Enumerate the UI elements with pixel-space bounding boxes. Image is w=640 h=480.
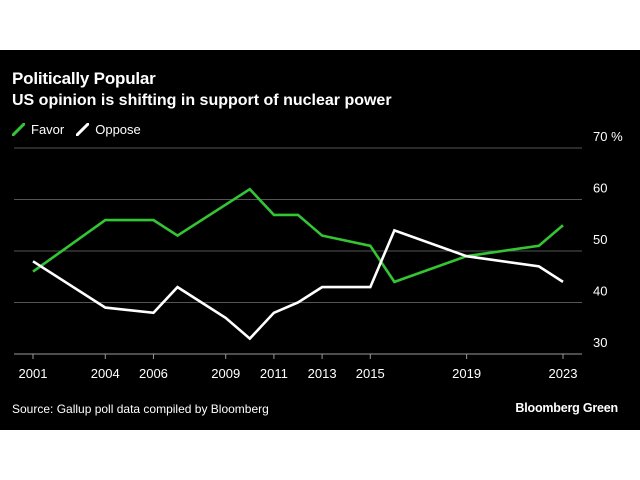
y-tick-label-30: 30 [593, 335, 607, 350]
chart-title: Politically Popular [12, 69, 156, 88]
x-tick-label-2019: 2019 [452, 366, 481, 381]
x-tick-label-2023: 2023 [549, 366, 578, 381]
chart-subtitle: US opinion is shifting in support of nuc… [12, 92, 392, 109]
x-tick-label-2001: 2001 [19, 366, 48, 381]
x-tick-label-2015: 2015 [356, 366, 385, 381]
x-tick-label-2013: 2013 [308, 366, 337, 381]
x-tick-label-2006: 2006 [139, 366, 168, 381]
legend-item-oppose: Oppose [76, 122, 141, 137]
source-note: Source: Gallup poll data compiled by Blo… [12, 402, 269, 416]
y-tick-label-40: 40 [593, 284, 607, 299]
y-tick-label-60: 60 [593, 181, 607, 196]
legend-label-favor: Favor [31, 122, 65, 137]
y-tick-label-70: 70 % [593, 129, 623, 144]
x-tick-label-2004: 2004 [91, 366, 120, 381]
x-tick-label-2009: 2009 [211, 366, 240, 381]
legend-swatch-oppose [76, 123, 90, 136]
legend-label-oppose: Oppose [95, 122, 141, 137]
legend: Favor Oppose [12, 122, 153, 137]
brand-logo: Bloomberg Green [515, 401, 618, 415]
line-chart: 30 40 50 60 70 % 2001 2004 2006 2009 2011 2013 2015… [14, 129, 623, 381]
legend-swatch-favor [12, 123, 25, 136]
chart-card: Politically Popular US opinion is shifti… [0, 50, 640, 430]
series-line-favor [32, 187, 564, 284]
x-tick-label-2011: 2011 [260, 366, 288, 381]
legend-item-favor: Favor [12, 122, 64, 137]
y-tick-label-50: 50 [593, 232, 607, 247]
series-line-oppose [32, 228, 564, 341]
